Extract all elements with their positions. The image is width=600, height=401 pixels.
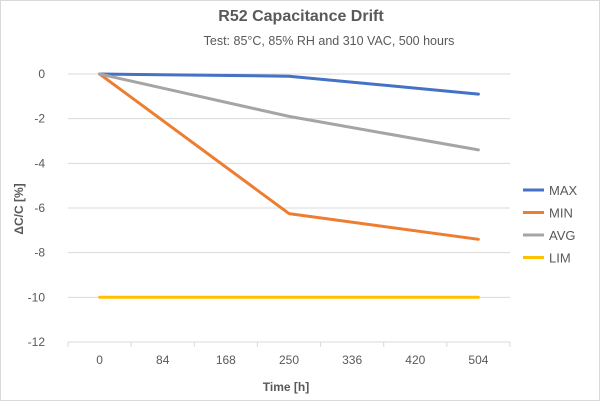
y-tick-label: -10 xyxy=(28,290,46,304)
y-tick-label: 0 xyxy=(38,67,45,81)
legend-label-avg: AVG xyxy=(549,228,576,243)
chart-subtitle: Test: 85°C, 85% RH and 310 VAC, 500 hour… xyxy=(203,34,455,48)
legend-label-lim: LIM xyxy=(549,251,571,266)
series-line-min xyxy=(98,72,480,241)
y-tick-label: -4 xyxy=(34,156,45,170)
x-axis-title: Time [h] xyxy=(263,380,309,394)
legend-label-min: MIN xyxy=(549,206,573,221)
x-tick-label: 84 xyxy=(156,353,170,367)
x-tick-label: 250 xyxy=(279,353,299,367)
chart-title: R52 Capacitance Drift xyxy=(218,8,384,25)
x-tick-label: 336 xyxy=(342,353,362,367)
x-tick-label: 420 xyxy=(405,353,425,367)
legend-label-max: MAX xyxy=(549,183,578,198)
y-axis-title: ΔC/C [%] xyxy=(12,183,26,234)
series-line-avg xyxy=(98,72,480,152)
series-line-max xyxy=(98,72,480,96)
x-tick-label: 168 xyxy=(216,353,236,367)
x-tick-label: 504 xyxy=(468,353,488,367)
y-tick-label: -2 xyxy=(34,112,45,126)
y-tick-label: -6 xyxy=(34,201,45,215)
x-tick-label: 0 xyxy=(96,353,103,367)
y-tick-label: -8 xyxy=(34,246,45,260)
y-tick-label: -12 xyxy=(28,335,46,349)
